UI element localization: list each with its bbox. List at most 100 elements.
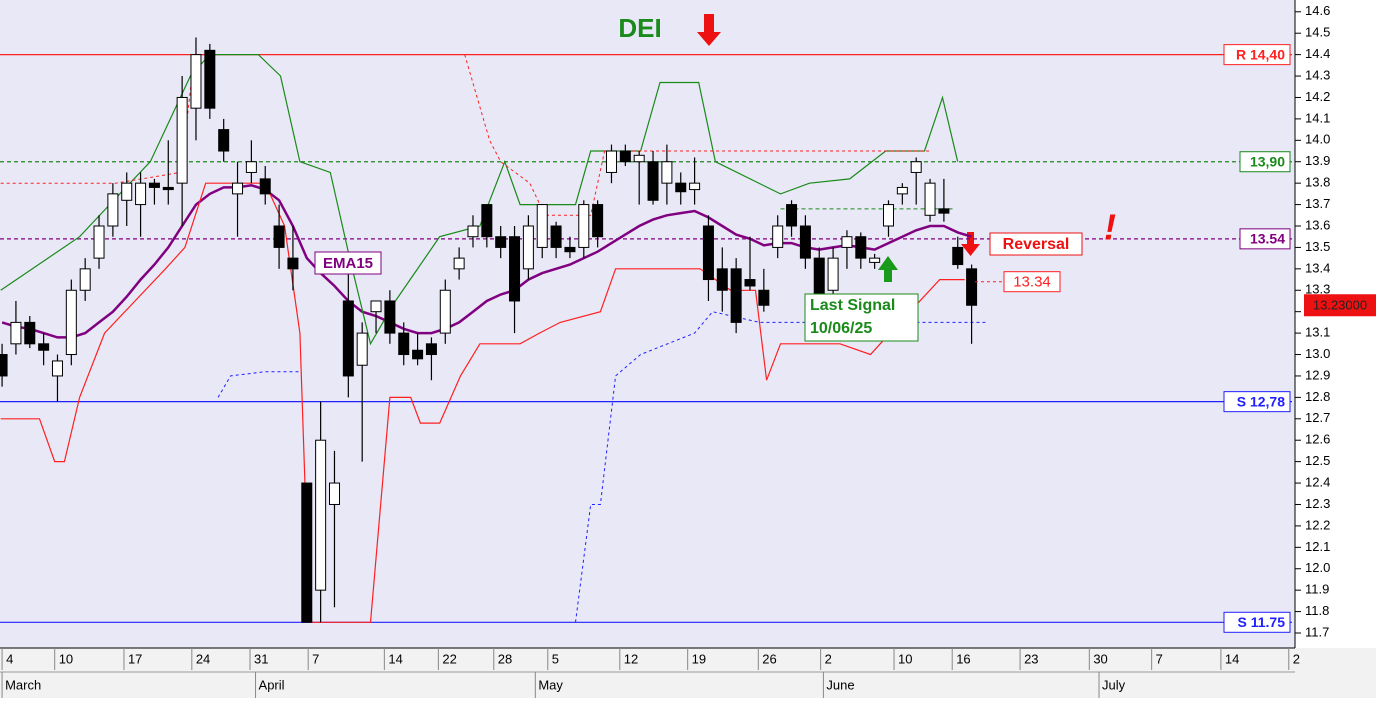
level-label-box: [1239, 151, 1291, 173]
x-tick-label: 14: [1225, 651, 1239, 666]
candle-body: [495, 236, 507, 248]
y-tick-label: 12.9: [1305, 367, 1330, 382]
x-tick-label: 28: [498, 651, 512, 666]
y-tick-label: 13.0: [1305, 346, 1330, 361]
candle-body: [938, 208, 950, 214]
signal-label: 13.34: [1013, 274, 1051, 291]
y-tick-label: 12.7: [1305, 410, 1330, 425]
x-tick-label: 14: [388, 651, 402, 666]
candle-body: [135, 182, 147, 206]
candle-body: [813, 257, 825, 296]
candle-body: [827, 257, 839, 291]
y-tick-label: 14.5: [1305, 25, 1330, 40]
candle-body: [952, 246, 964, 266]
candle-body: [0, 354, 8, 377]
candle-body: [356, 332, 368, 366]
y-tick-label: 14.6: [1305, 3, 1330, 18]
y-tick-label: 14.0: [1305, 132, 1330, 147]
candle-body: [758, 289, 770, 306]
candle-body: [24, 321, 36, 345]
candle-body: [841, 236, 853, 248]
y-tick-label: 12.4: [1305, 474, 1330, 489]
candle-body: [384, 300, 396, 334]
candle-body: [564, 246, 576, 253]
level-label-box: [1223, 44, 1291, 66]
candle-body: [605, 150, 617, 173]
candle-body: [79, 268, 91, 291]
x-tick-label: 22: [442, 651, 456, 666]
candle-body: [730, 268, 742, 323]
candle-body: [301, 482, 313, 623]
x-tick-label: 7: [1156, 651, 1163, 666]
level-label: 13.54: [1250, 231, 1285, 247]
level-label: S 12,78: [1237, 393, 1285, 409]
indicator-line: [217, 311, 986, 623]
candle-body: [716, 268, 728, 291]
candle-body: [786, 204, 798, 227]
level-label: R 14,40: [1236, 46, 1285, 62]
candle-body: [550, 225, 562, 248]
candle-body: [38, 343, 50, 351]
y-tick-label: 14.2: [1305, 89, 1330, 104]
y-tick-label: 13.3: [1305, 282, 1330, 297]
chart-title: DEI: [618, 13, 661, 43]
x-tick-label: 17: [128, 651, 142, 666]
candle-body: [481, 204, 493, 238]
candle-body: [467, 225, 479, 238]
signal-label-box: [1003, 271, 1061, 293]
level-label-box: [1223, 391, 1291, 413]
candle-body: [619, 150, 631, 163]
level-label: 13,90: [1250, 153, 1285, 169]
candle-body: [218, 129, 230, 152]
candle-body: [204, 49, 216, 109]
y-tick-label: 11.7: [1305, 624, 1329, 639]
month-label: June: [826, 677, 854, 692]
x-tick-label: 2: [1293, 651, 1300, 666]
candle-body: [259, 178, 271, 195]
x-tick-label: 10: [898, 651, 912, 666]
plot-area: [0, 0, 1295, 648]
ema-label-box: [314, 251, 382, 275]
ema-label: EMA15: [323, 255, 373, 272]
y-tick-label: 13.1: [1305, 325, 1330, 340]
y-tick-label: 14.4: [1305, 46, 1330, 61]
candle-body: [176, 96, 188, 184]
x-tick-label: 31: [254, 651, 268, 666]
candle-body: [412, 349, 424, 360]
last-signal-date: 10/06/25: [810, 320, 872, 337]
level-label-box: [1223, 611, 1291, 633]
candle-body: [966, 268, 978, 306]
candle-body: [232, 182, 244, 195]
candle-body: [578, 204, 590, 248]
candle-body: [910, 161, 922, 173]
y-tick-label: 13.5: [1305, 239, 1330, 254]
candle-body: [799, 225, 811, 259]
candle-body: [439, 289, 451, 334]
x-tick-label: 7: [312, 651, 319, 666]
x-tick-label: 2: [825, 651, 832, 666]
candle-body: [93, 225, 105, 259]
candle-body: [522, 225, 534, 270]
y-tick-label: 12.5: [1305, 453, 1330, 468]
candle-body: [647, 161, 659, 201]
level-label-box: [1239, 228, 1291, 250]
candle-body: [924, 182, 936, 216]
y-tick-label: 12.3: [1305, 496, 1330, 511]
indicator-line: [0, 182, 965, 623]
candle-body: [675, 182, 687, 193]
marks: 11.7 11.8 11.9 12.0 12.1 12.2 12.3 12.4 12.5 12.6…: [0, 3, 1376, 698]
month-label: March: [5, 677, 41, 692]
candle-body: [370, 300, 382, 313]
month-label: May: [538, 677, 563, 692]
candle-body: [398, 332, 410, 356]
last-price-box: [1304, 294, 1376, 317]
level-label: S 11.75: [1238, 614, 1286, 630]
y-tick-label: 14.1: [1305, 110, 1330, 125]
candle-body: [245, 161, 257, 173]
candle-body: [509, 236, 521, 302]
candle-body: [51, 360, 63, 377]
reversal-label: Reversal: [1003, 236, 1070, 253]
candle-body: [65, 289, 77, 356]
candle-body: [10, 321, 22, 345]
candle-body: [453, 257, 465, 270]
